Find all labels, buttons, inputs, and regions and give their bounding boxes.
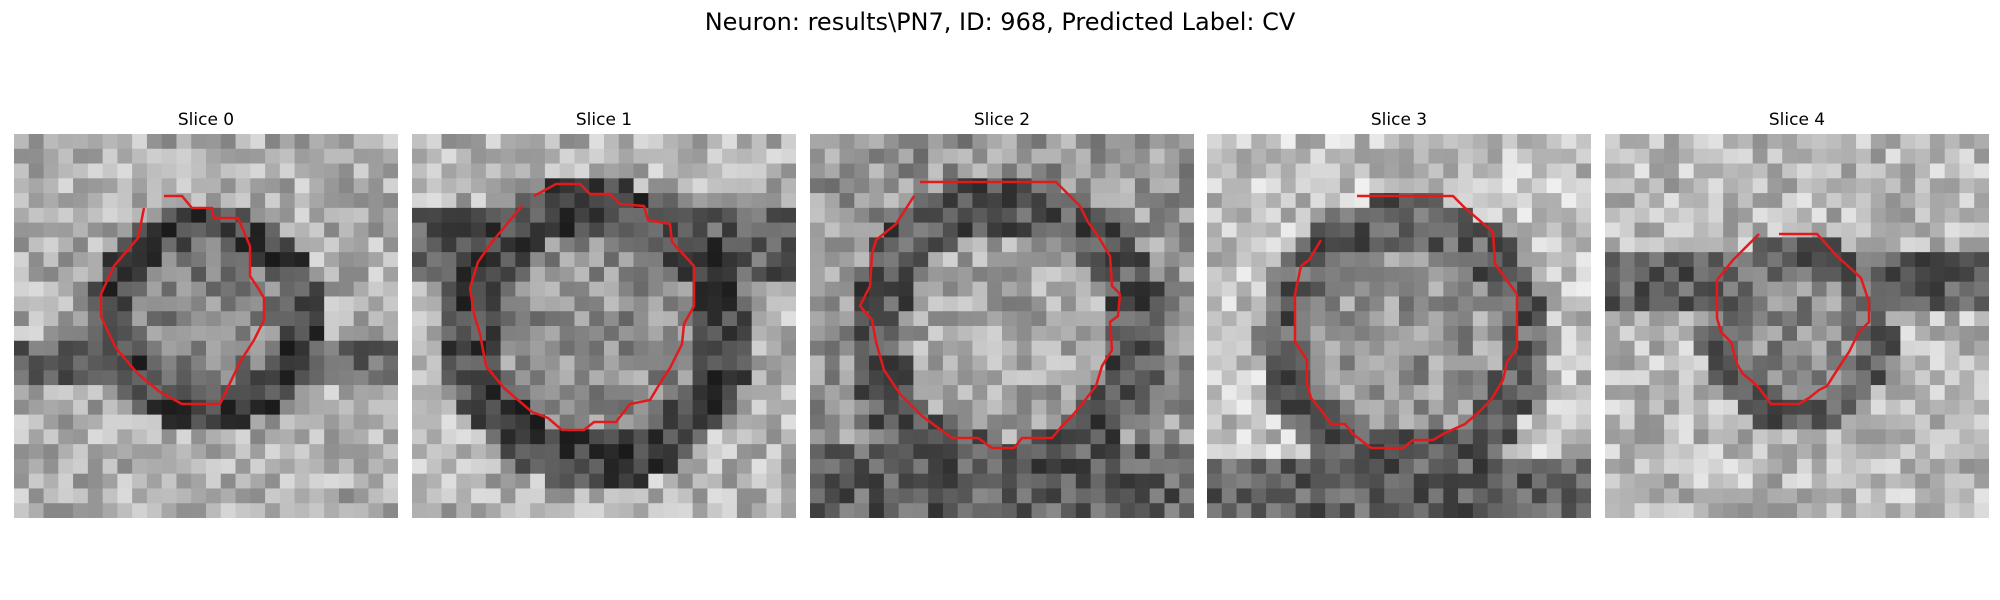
slice-image-0 <box>14 134 398 518</box>
slice-image-2 <box>810 134 1194 518</box>
roi-contour-4 <box>1715 232 1871 406</box>
slice-pixels-1 <box>412 134 796 518</box>
slice-image-1 <box>412 134 796 518</box>
roi-contour-2 <box>858 180 1122 450</box>
roi-contour-1 <box>468 182 696 432</box>
roi-contour-3 <box>1293 194 1519 450</box>
slice-image-4 <box>1605 134 1989 518</box>
roi-contour-0 <box>99 194 266 406</box>
slice-pixels-4 <box>1605 134 1989 518</box>
slice-title-4: Slice 4 <box>1768 110 1826 130</box>
slice-title-1: Slice 1 <box>575 110 633 130</box>
slice-title-3: Slice 3 <box>1370 110 1428 130</box>
slice-pixels-0 <box>14 134 398 518</box>
slice-title-2: Slice 2 <box>973 110 1031 130</box>
slice-title-0: Slice 0 <box>177 110 235 130</box>
slice-pixels-3 <box>1207 134 1591 518</box>
slice-image-3 <box>1207 134 1591 518</box>
slice-pixels-2 <box>810 134 1194 518</box>
figure-title: Neuron: results\PN7, ID: 968, Predicted … <box>704 8 1296 36</box>
